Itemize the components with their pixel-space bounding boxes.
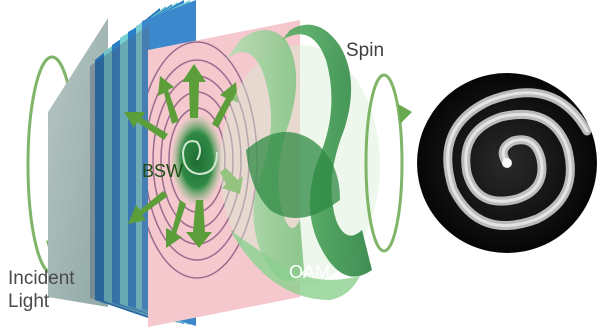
- output-circular-arrow-icon: [364, 73, 412, 253]
- incident-label: Incident: [8, 268, 75, 289]
- spin-label: Spin: [346, 40, 385, 61]
- oam-helix: [220, 24, 380, 300]
- light-label: Light: [8, 291, 50, 312]
- oam-intensity-pattern: [417, 73, 597, 253]
- bsw-label: BSW: [142, 161, 184, 181]
- oam-label: OAM: [289, 262, 331, 282]
- radial-arrows-icon: [124, 64, 243, 248]
